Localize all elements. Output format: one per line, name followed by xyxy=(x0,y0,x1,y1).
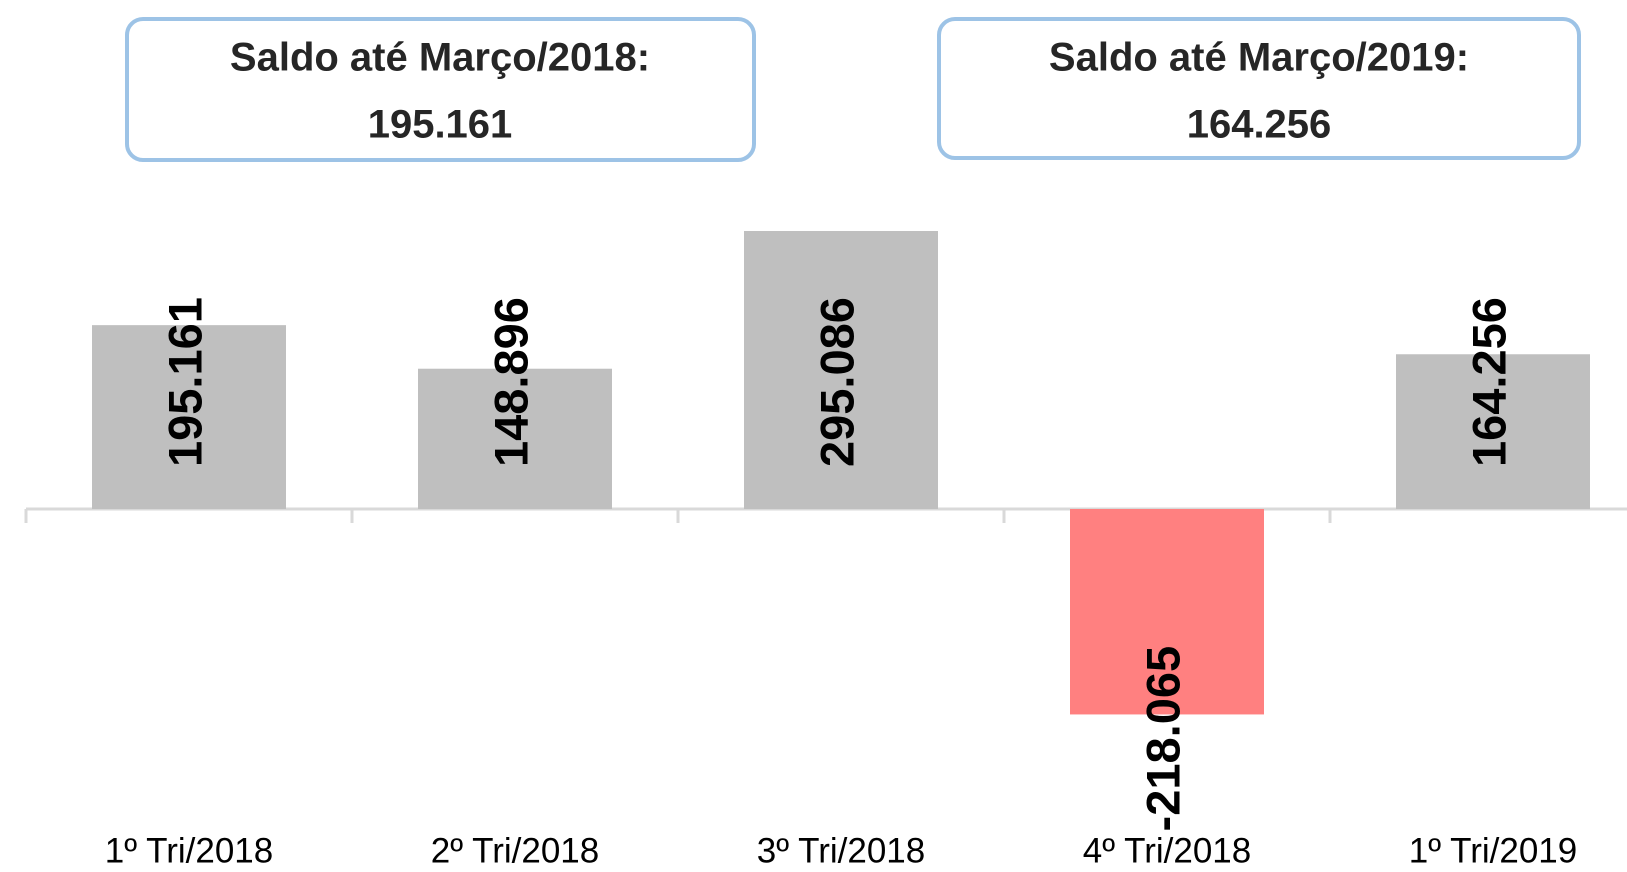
bar xyxy=(1070,509,1264,715)
x-tick-label: 3º Tri/2018 xyxy=(757,831,925,870)
plot-area: 195.161 1º Tri/2018 148.896 2º Tri/2018 295.… xyxy=(24,231,1627,870)
bar xyxy=(744,231,938,509)
value-label: -218.065 xyxy=(1136,646,1189,832)
x-tick-label: 4º Tri/2018 xyxy=(1083,831,1251,870)
value-label: 295.086 xyxy=(810,297,863,467)
x-tick-label: 2º Tri/2018 xyxy=(431,831,599,870)
bar xyxy=(418,368,612,509)
annotation-text: 195.161 xyxy=(368,103,513,147)
bar xyxy=(1396,354,1590,509)
x-tick-label: 1º Tri/2018 xyxy=(105,831,273,870)
bar xyxy=(92,325,286,509)
x-tick-label: 1º Tri/2019 xyxy=(1409,831,1577,870)
annotation-box xyxy=(125,17,756,162)
annotation-text: Saldo até Março/2019: xyxy=(1049,36,1469,80)
value-label: 164.256 xyxy=(1462,297,1515,467)
value-label: 195.161 xyxy=(158,297,211,467)
annotation-text: 164.256 xyxy=(1187,103,1332,147)
annotation-box xyxy=(937,17,1581,160)
value-label: 148.896 xyxy=(484,297,537,467)
annotation-text: Saldo até Março/2018: xyxy=(230,36,650,80)
